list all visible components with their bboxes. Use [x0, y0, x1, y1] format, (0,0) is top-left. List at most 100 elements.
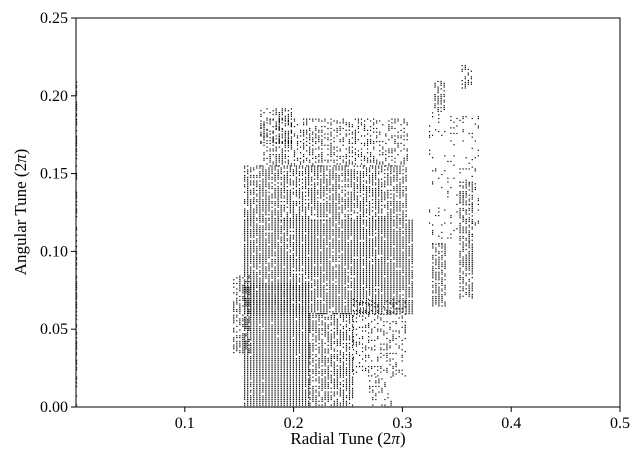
scatter-point — [248, 299, 250, 301]
scatter-point — [320, 234, 322, 236]
scatter-point — [247, 232, 249, 234]
scatter-point — [268, 348, 270, 350]
scatter-point — [289, 303, 291, 305]
scatter-point — [323, 305, 325, 307]
scatter-point — [236, 303, 238, 305]
scatter-point — [295, 193, 298, 195]
scatter-point — [323, 230, 325, 233]
scatter-point — [393, 273, 395, 276]
scatter-point — [323, 195, 325, 197]
scatter-point — [274, 251, 276, 253]
scatter-point — [268, 195, 270, 197]
scatter-point — [338, 243, 340, 246]
scatter-point — [277, 279, 279, 281]
scatter-point — [311, 206, 313, 208]
scatter-point — [338, 285, 340, 287]
scatter-point — [262, 251, 264, 253]
scatter-point — [341, 260, 343, 262]
scatter-point — [292, 208, 294, 210]
scatter-point — [244, 296, 246, 298]
scatter-point — [301, 234, 304, 236]
scatter-point — [375, 290, 377, 292]
scatter-point — [236, 342, 238, 344]
scatter-point — [350, 243, 352, 246]
scatter-point — [320, 285, 322, 287]
scatter-point — [280, 288, 282, 290]
scatter-point — [323, 311, 325, 313]
scatter-point — [332, 208, 334, 210]
scatter-point — [320, 268, 322, 270]
scatter-point — [356, 294, 358, 296]
scatter-point — [265, 348, 267, 350]
scatter-point — [277, 322, 279, 324]
scatter-point — [286, 167, 288, 169]
scatter-point — [295, 298, 298, 300]
scatter-point — [283, 238, 285, 240]
scatter-point — [274, 365, 276, 367]
scatter-point — [332, 199, 334, 201]
scatter-point — [292, 214, 294, 216]
scatter-point — [280, 387, 282, 389]
scatter-point — [304, 341, 307, 343]
scatter-point — [384, 299, 386, 302]
scatter-point — [265, 376, 267, 378]
scatter-point — [244, 270, 246, 272]
scatter-point — [368, 245, 371, 248]
scatter-point — [311, 299, 313, 302]
scatter-point — [375, 275, 377, 277]
scatter-point — [396, 257, 398, 259]
scatter-point — [329, 195, 331, 197]
scatter-point — [378, 258, 380, 261]
scatter-point — [408, 270, 410, 272]
scatter-point — [335, 273, 337, 276]
scatter-point — [371, 270, 374, 272]
scatter-point — [387, 271, 389, 274]
scatter-point — [262, 397, 264, 399]
scatter-point — [332, 230, 334, 233]
scatter-point — [262, 350, 264, 352]
scatter-point — [320, 184, 322, 186]
scatter-point — [317, 273, 319, 276]
scatter-point — [286, 285, 288, 287]
scatter-point — [396, 238, 398, 240]
scatter-point — [323, 262, 325, 264]
scatter-point — [317, 309, 319, 311]
scatter-point — [280, 201, 282, 203]
scatter-point — [292, 202, 294, 205]
scatter-point — [256, 376, 258, 378]
scatter-point — [304, 326, 307, 328]
scatter-point — [268, 219, 270, 221]
scatter-point — [390, 234, 392, 236]
scatter-point — [308, 258, 310, 261]
scatter-point — [347, 271, 349, 274]
scatter-point — [274, 229, 276, 231]
scatter-point — [308, 230, 310, 233]
scatter-point — [368, 299, 371, 302]
scatter-point — [298, 173, 301, 175]
scatter-point — [289, 299, 291, 302]
scatter-point — [295, 299, 298, 302]
scatter-point — [247, 359, 249, 361]
scatter-point — [323, 210, 325, 212]
scatter-point — [311, 197, 313, 199]
scatter-point — [301, 182, 304, 184]
scatter-point — [262, 309, 264, 311]
scatter-point — [253, 361, 255, 363]
scatter-point — [323, 258, 325, 261]
scatter-point — [298, 378, 301, 380]
scatter-point — [274, 393, 276, 395]
scatter-point — [365, 243, 368, 246]
scatter-point — [304, 223, 307, 225]
scatter-point — [244, 335, 246, 337]
scatter-point — [390, 299, 392, 302]
scatter-point — [271, 296, 273, 298]
scatter-point — [259, 290, 261, 292]
scatter-point — [365, 232, 368, 234]
scatter-point — [365, 240, 368, 242]
scatter-point — [390, 296, 392, 298]
scatter-point — [268, 391, 270, 393]
scatter-point — [295, 204, 298, 206]
scatter-point — [387, 245, 389, 248]
scatter-point — [341, 279, 343, 281]
scatter-point — [375, 262, 377, 264]
